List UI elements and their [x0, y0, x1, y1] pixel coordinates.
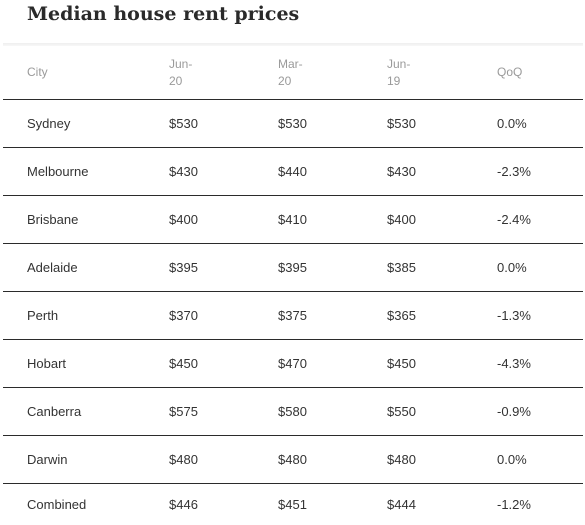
cell-qoq: 0.0%: [497, 243, 583, 292]
cell-jun-20: $370: [169, 291, 278, 340]
cell-mar-20: $395: [278, 243, 387, 292]
table-row: Combined $446 $451 $444 -1.2%: [3, 484, 583, 525]
cell-jun-19: $444: [387, 496, 416, 512]
cell-qoq: -4.3%: [497, 339, 583, 388]
cell-mar-20: $440: [278, 147, 387, 196]
column-header-mar-20: Mar- 20: [278, 46, 387, 100]
cell-jun-19: $365: [387, 291, 497, 340]
cell-jun-20: $430: [169, 147, 278, 196]
cell-mar-20: $480: [278, 435, 387, 484]
column-header-jun-20: Jun- 20: [169, 46, 278, 100]
cell-city: Sydney: [3, 99, 169, 148]
cell-mar-20: $470: [278, 339, 387, 388]
rent-table-container: City Jun- 20 Mar- 20 Jun- 19 QoQ Sydney: [3, 43, 583, 524]
cell-jun-20: $575: [169, 387, 278, 436]
header-shade: [3, 43, 583, 46]
cell-jun-19: $430: [387, 147, 497, 196]
cell-jun-20: $480: [169, 435, 278, 484]
cell-qoq: 0.0%: [497, 435, 583, 484]
cell-qoq: 0.0%: [497, 99, 583, 148]
cell-jun-20: $395: [169, 243, 278, 292]
cell-jun-20: $450: [169, 339, 278, 388]
cell-city: Melbourne: [3, 147, 169, 196]
column-header-jun-19: Jun- 19: [387, 46, 497, 100]
cell-qoq: -1.2%: [497, 496, 531, 512]
cell-jun-20: $446: [169, 496, 198, 512]
cell-jun-19: $530: [387, 99, 497, 148]
cell-jun-20: $400: [169, 195, 278, 244]
table-row: Perth $370 $375 $365 -1.3%: [3, 291, 583, 340]
rent-table: City Jun- 20 Mar- 20 Jun- 19 QoQ Sydney: [3, 46, 583, 524]
cell-city: Hobart: [3, 339, 169, 388]
cell-jun-19: $450: [387, 339, 497, 388]
table-row: Adelaide $395 $395 $385 0.0%: [3, 243, 583, 292]
column-header-mar-20-line1: Mar-: [278, 56, 303, 71]
column-header-mar-20-line2: 20: [278, 73, 292, 88]
column-header-jun-20-line1: Jun-: [169, 56, 193, 71]
cell-qoq: -2.4%: [497, 195, 583, 244]
cell-mar-20: $580: [278, 387, 387, 436]
column-header-city: City: [3, 46, 169, 100]
cell-qoq: -2.3%: [497, 147, 583, 196]
cell-qoq: -1.3%: [497, 291, 583, 340]
header-row: City Jun- 20 Mar- 20 Jun- 19 QoQ: [3, 46, 583, 100]
cell-mar-20: $530: [278, 99, 387, 148]
cell-jun-19: $400: [387, 195, 497, 244]
table-row: Brisbane $400 $410 $400 -2.4%: [3, 195, 583, 244]
table-row: Canberra $575 $580 $550 -0.9%: [3, 387, 583, 436]
column-header-qoq: QoQ: [497, 46, 583, 100]
table-row: Darwin $480 $480 $480 0.0%: [3, 435, 583, 484]
cell-city: Perth: [3, 291, 169, 340]
cell-qoq: -0.9%: [497, 387, 583, 436]
cell-jun-19: $550: [387, 387, 497, 436]
cell-mar-20: $375: [278, 291, 387, 340]
cell-jun-20: $530: [169, 99, 278, 148]
cell-mar-20: $410: [278, 195, 387, 244]
table-title: Median house rent prices: [27, 3, 300, 25]
table-row: Melbourne $430 $440 $430 -2.3%: [3, 147, 583, 196]
column-header-jun-19-line2: 19: [387, 73, 401, 88]
cell-city: Canberra: [3, 387, 169, 436]
table-row: Sydney $530 $530 $530 0.0%: [3, 99, 583, 148]
cell-jun-19: $385: [387, 243, 497, 292]
cell-jun-19: $480: [387, 435, 497, 484]
cell-city: Combined: [27, 496, 87, 512]
table-row: Hobart $450 $470 $450 -4.3%: [3, 339, 583, 388]
cell-mar-20: $451: [278, 496, 307, 512]
column-header-jun-20-line2: 20: [169, 73, 183, 88]
cell-city: Adelaide: [3, 243, 169, 292]
cell-city: Darwin: [3, 435, 169, 484]
cell-city: Brisbane: [3, 195, 169, 244]
column-header-jun-19-line1: Jun-: [387, 56, 411, 71]
